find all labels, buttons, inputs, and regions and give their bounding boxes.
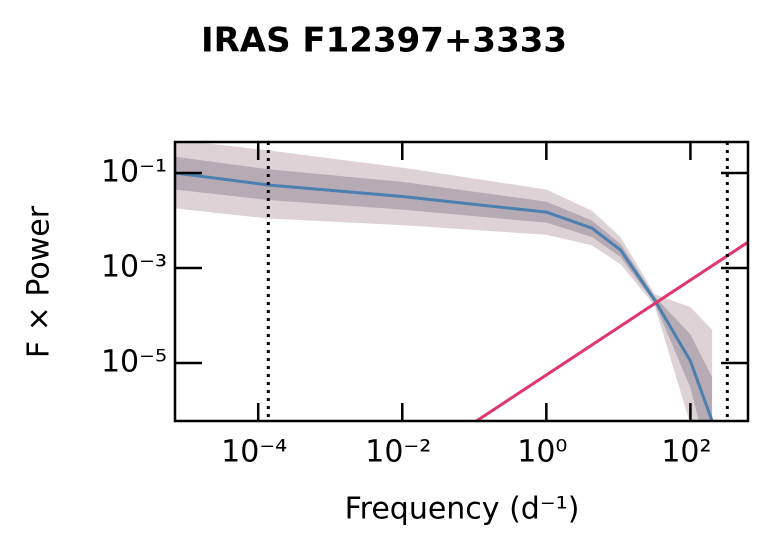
x-tick-label: 10⁻⁴ — [221, 435, 287, 470]
x-tick-label: 10⁻² — [365, 435, 431, 470]
x-tick-label: 10² — [661, 435, 711, 470]
y-tick-label: 10⁻¹ — [101, 155, 167, 190]
y-tick-label: 10⁻⁵ — [101, 344, 167, 379]
y-axis-label: F × Power — [22, 205, 57, 358]
band — [175, 142, 713, 421]
plot-area — [175, 142, 748, 421]
noise-line — [473, 240, 748, 421]
x-tick-label: 10⁰ — [517, 435, 567, 470]
y-tick-label: 10⁻³ — [101, 249, 167, 284]
median-line — [175, 171, 714, 421]
chart-title: IRAS F12397+3333 — [201, 21, 567, 61]
x-axis-label: Frequency (d⁻¹) — [345, 492, 580, 527]
plot-frame — [173, 140, 750, 423]
